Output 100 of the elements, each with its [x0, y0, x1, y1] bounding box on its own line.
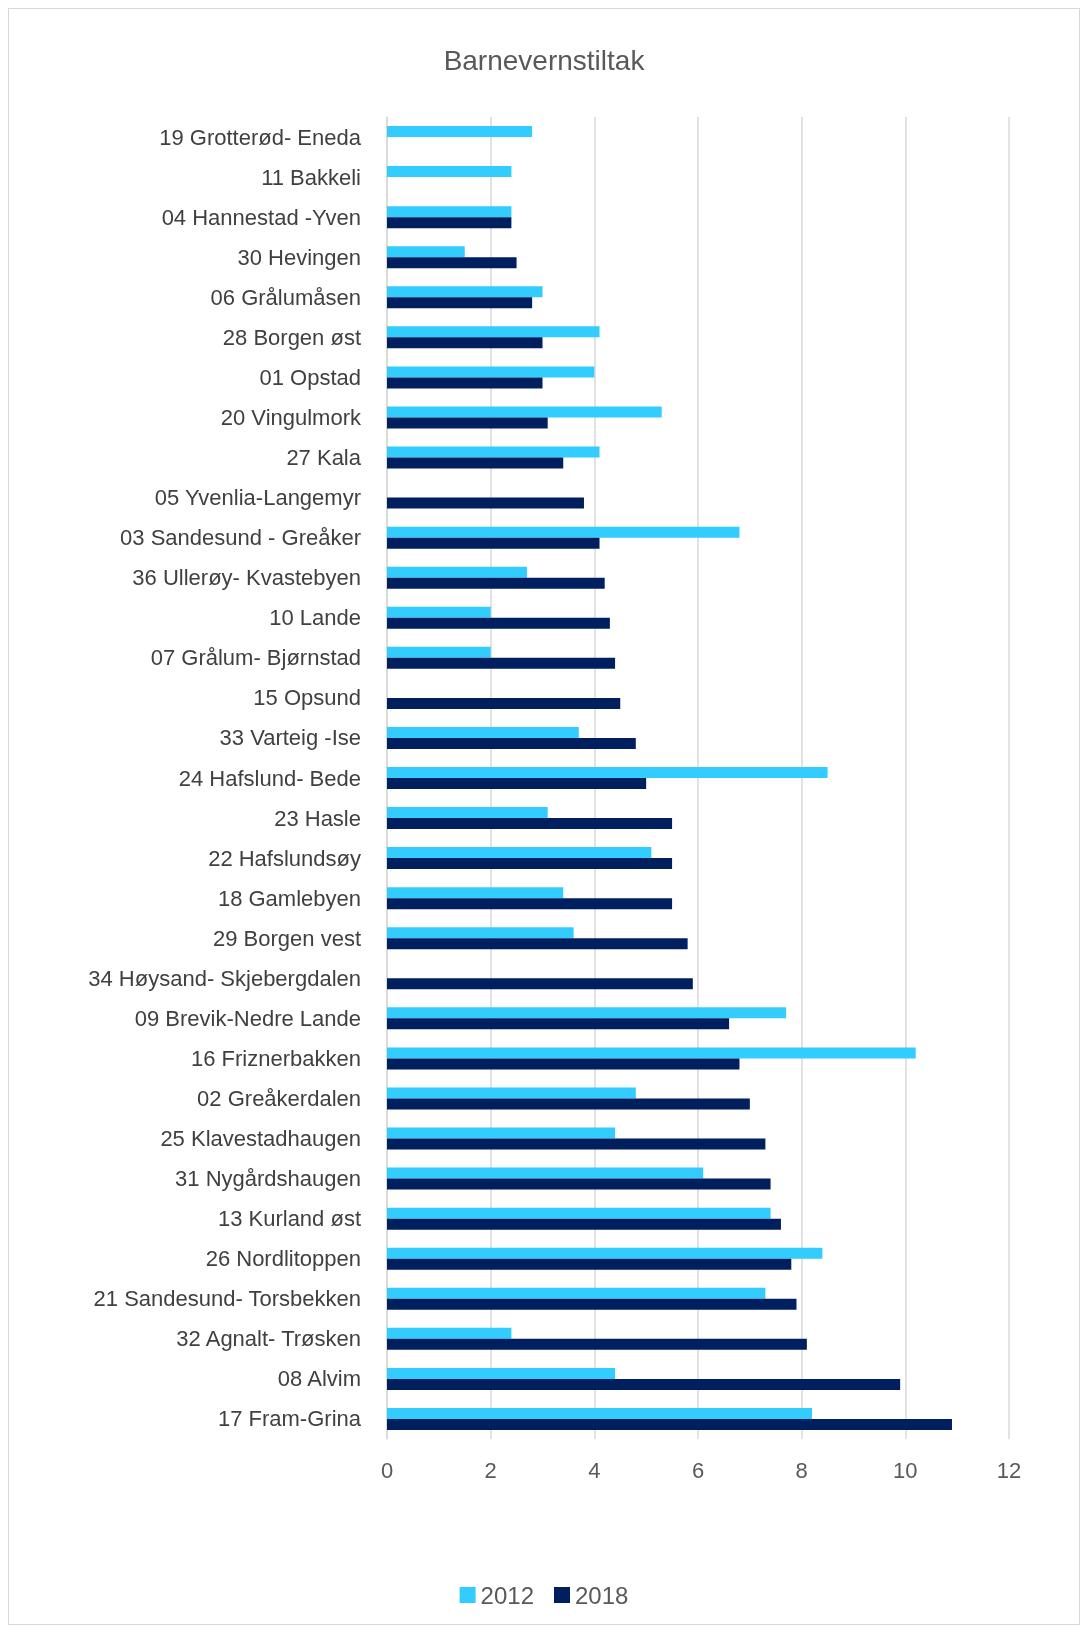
bar: [387, 1007, 787, 1019]
bar: [387, 1287, 766, 1299]
bar: [387, 1018, 730, 1030]
y-tick-label: 24 Hafslund- Bede: [178, 765, 361, 791]
y-tick-label: 05 Yvenlia-Langemyr: [154, 485, 361, 511]
y-tick-label: 04 Hannestad -Yven: [161, 204, 361, 230]
y-tick-label: 26 Nordlitoppen: [205, 1246, 361, 1272]
bar: [387, 577, 605, 589]
bar: [387, 697, 621, 709]
x-tick-label: 8: [795, 1457, 808, 1483]
bar: [387, 1258, 792, 1270]
bar: [387, 497, 584, 509]
bar: [387, 326, 600, 338]
bar: [387, 1058, 740, 1070]
bar: [387, 898, 673, 910]
y-tick-label: 09 Brevik-Nedre Lande: [134, 1005, 361, 1031]
bar: [387, 606, 491, 618]
bar: [387, 1178, 771, 1190]
bar: [387, 1218, 781, 1230]
y-tick-label: 17 Fram-Grina: [217, 1406, 362, 1432]
x-tick-label: 12: [996, 1457, 1022, 1483]
bar: [387, 457, 564, 469]
bar: [387, 978, 693, 990]
bar: [387, 1138, 766, 1150]
y-tick-label: 20 Vingulmork: [220, 404, 362, 430]
y-tick-label: 19 Grotterød- Eneda: [159, 124, 362, 150]
bar: [387, 1167, 704, 1179]
bar: [387, 166, 512, 178]
bar: [387, 1418, 952, 1430]
bar: [387, 1247, 823, 1259]
bar: [387, 887, 564, 899]
bar: [387, 767, 828, 778]
bar: [387, 1207, 771, 1219]
bar: [387, 646, 491, 658]
bar: [387, 1087, 636, 1099]
y-tick-label: 32 Agnalt- Trøsken: [176, 1326, 361, 1352]
bar: [387, 1047, 916, 1059]
bar: [387, 206, 512, 218]
y-tick-label: 23 Hasle: [274, 805, 361, 831]
y-tick-label: 28 Borgen øst: [222, 324, 361, 350]
bar: [387, 246, 465, 258]
chart-title: Barnevernstiltak: [443, 44, 646, 76]
bar: [387, 1098, 750, 1110]
bar: [387, 1127, 616, 1139]
y-tick-label: 31 Nygårdshaugen: [175, 1166, 361, 1192]
bar: [387, 1378, 901, 1390]
bar: [387, 126, 533, 138]
bar: [387, 938, 688, 950]
y-tick-label: 08 Alvim: [277, 1366, 361, 1392]
y-tick-label: 25 Klavestadhaugen: [160, 1126, 361, 1152]
bar: [387, 778, 647, 789]
y-tick-label: 21 Sandesund- Torsbekken: [93, 1286, 361, 1312]
bar: [387, 1338, 807, 1350]
bar: [387, 406, 662, 418]
x-tick-label: 4: [588, 1457, 601, 1483]
bar: [387, 1407, 813, 1419]
bar: [387, 1327, 512, 1339]
y-tick-label: 13 Kurland øst: [217, 1206, 361, 1232]
bar: [387, 807, 548, 819]
bar: [387, 617, 610, 629]
bar: [387, 566, 527, 578]
y-tick-label: 11 Bakkeli: [261, 164, 361, 190]
bar: [387, 1298, 797, 1310]
bar: [387, 257, 517, 269]
bar: [387, 537, 600, 549]
y-tick-label: 18 Gamlebyen: [217, 885, 361, 911]
bar: [387, 377, 543, 389]
y-tick-label: 06 Grålumåsen: [210, 284, 361, 310]
bar: [387, 657, 616, 669]
bar: [387, 417, 548, 429]
bar: [387, 366, 595, 378]
bar: [387, 927, 574, 939]
bar: [387, 337, 543, 349]
bar: [387, 858, 673, 870]
bar: [387, 737, 636, 749]
y-tick-label: 07 Grålum- Bjørnstad: [150, 645, 361, 671]
x-tick-label: 2: [484, 1457, 497, 1483]
bar: [387, 297, 533, 309]
y-tick-label: 03 Sandesund - Greåker: [120, 525, 361, 551]
y-tick-label: 30 Hevingen: [237, 244, 361, 270]
x-tick-label: 10: [893, 1457, 918, 1483]
y-tick-label: 36 Ullerøy- Kvastebyen: [132, 565, 361, 591]
bar: [387, 1367, 616, 1379]
x-tick-label: 0: [380, 1457, 394, 1483]
bar: [387, 847, 652, 859]
y-tick-label: 01 Opstad: [259, 364, 361, 390]
legend-label: 2012: [480, 1581, 534, 1609]
y-tick-label: 27 Kala: [286, 445, 362, 471]
y-tick-label: 10 Lande: [269, 605, 361, 631]
y-tick-label: 34 Høysand- Skjebergdalen: [88, 965, 361, 991]
bar: [387, 446, 600, 458]
bar: [387, 217, 512, 229]
legend-label: 2018: [575, 1581, 629, 1609]
bar: [387, 818, 673, 830]
bar: [387, 726, 579, 738]
y-tick-label: 16 Friznerbakken: [191, 1045, 361, 1071]
x-tick-label: 6: [691, 1457, 705, 1483]
y-tick-label: 33 Varteig -Ise: [219, 725, 361, 751]
bar: [387, 286, 543, 298]
y-tick-label: 02 Greåkerdalen: [197, 1085, 361, 1111]
